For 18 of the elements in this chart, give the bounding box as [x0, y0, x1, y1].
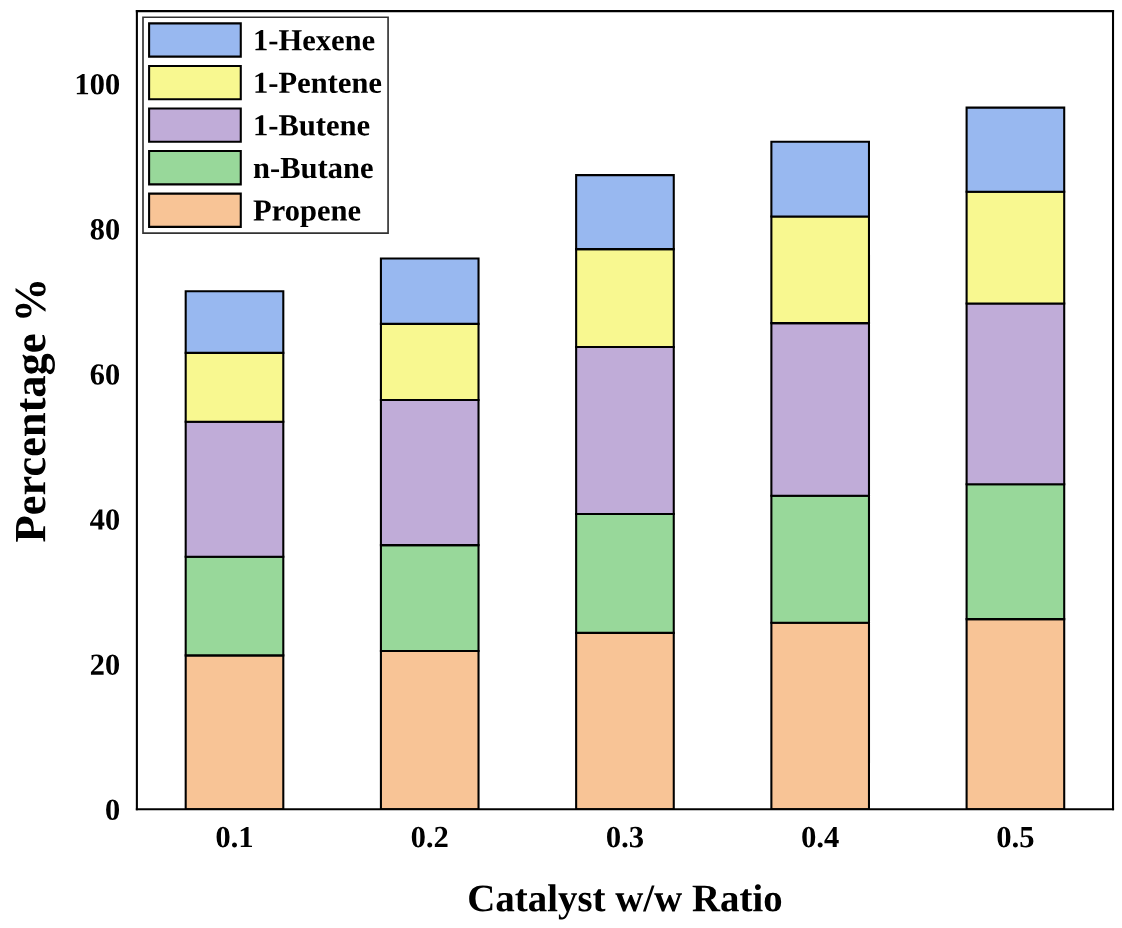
legend-label: 1-Pentene — [255, 72, 382, 94]
x-tick-label: 0.1 — [216, 826, 253, 848]
y-axis-title: Percentage % — [15, 282, 55, 542]
legend-label: n-Butane — [253, 157, 373, 179]
legend-label: 1-Hexene — [255, 30, 375, 51]
x-tick-label: 0.2 — [411, 826, 448, 848]
y-tick-label: 40 — [90, 509, 120, 530]
y-tick-label: 0 — [106, 799, 120, 821]
x-tick-label: 0.5 — [997, 826, 1034, 848]
x-tick-label: 0.3 — [607, 826, 644, 848]
legend-label: Propene — [253, 200, 361, 228]
legend-label: 1-Butene — [255, 115, 370, 136]
y-tick-label: 20 — [90, 654, 120, 676]
y-tick-label: 60 — [90, 364, 120, 385]
y-tick-label: 80 — [90, 219, 120, 240]
y-tick-label: 100 — [76, 73, 120, 95]
x-axis-title: Catalyst w/w Ratio — [469, 884, 782, 920]
x-tick-label: 0.4 — [802, 826, 839, 848]
